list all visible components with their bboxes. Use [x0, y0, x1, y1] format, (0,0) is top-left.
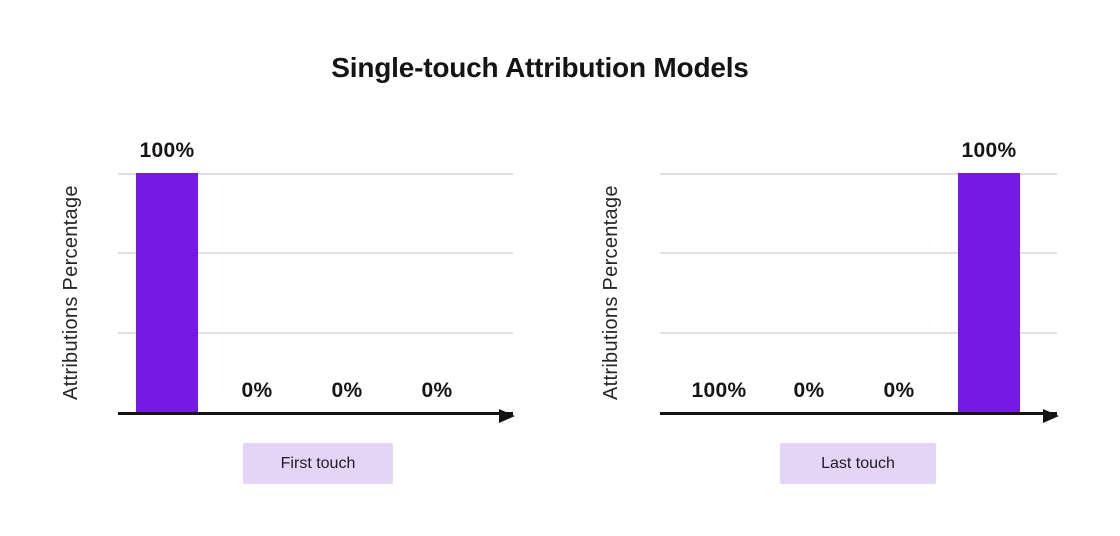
gridline: [660, 332, 1057, 334]
bar-slot: 0%: [392, 173, 482, 413]
bar-slot: 100%: [944, 140, 1034, 413]
gridline: [118, 332, 513, 334]
x-axis: [660, 409, 1059, 423]
chart-first-touch: Attributions Percentage 100% 0% 0% 0%: [60, 138, 515, 498]
bar-slot: 0%: [854, 173, 944, 413]
first-touch-badge: First touch: [243, 443, 393, 484]
bar-value-label: 0%: [331, 379, 363, 402]
x-axis: [118, 409, 515, 423]
gridline: [660, 173, 1057, 175]
bar-slot: 100%: [674, 173, 764, 413]
bar-slot: 0%: [764, 173, 854, 413]
bar-slot: 100%: [122, 140, 212, 413]
bar-value-label: 0%: [793, 379, 825, 402]
gridline: [660, 251, 1057, 254]
bar-value-label: 0%: [241, 379, 273, 402]
y-axis-label: Attributions Percentage: [60, 185, 82, 401]
bar-value-label: 100%: [691, 379, 747, 402]
chart-last-touch: Attributions Percentage 100% 0% 0% 100%: [600, 138, 1059, 498]
bar-value-label: 0%: [421, 379, 453, 402]
bar-slot: 0%: [302, 173, 392, 413]
bar: [136, 173, 198, 413]
bar-value-label: 100%: [961, 139, 1017, 162]
bar-value-label: 100%: [139, 139, 195, 162]
plot-area: 100% 0% 0% 0%: [118, 140, 515, 423]
bar: [958, 173, 1020, 413]
y-axis-label: Attributions Percentage: [600, 185, 622, 401]
bar-value-label: 0%: [883, 379, 915, 402]
plot-area: 100% 0% 0% 100%: [660, 140, 1059, 423]
bar-slot: 0%: [212, 173, 302, 413]
gridline: [118, 173, 513, 175]
figure-title: Single-touch Attribution Models: [331, 52, 749, 83]
x-axis-arrowhead-icon: [499, 409, 515, 423]
last-touch-badge: Last touch: [780, 443, 936, 484]
x-axis-arrowhead-icon: [1043, 409, 1059, 423]
gridline: [118, 251, 513, 254]
